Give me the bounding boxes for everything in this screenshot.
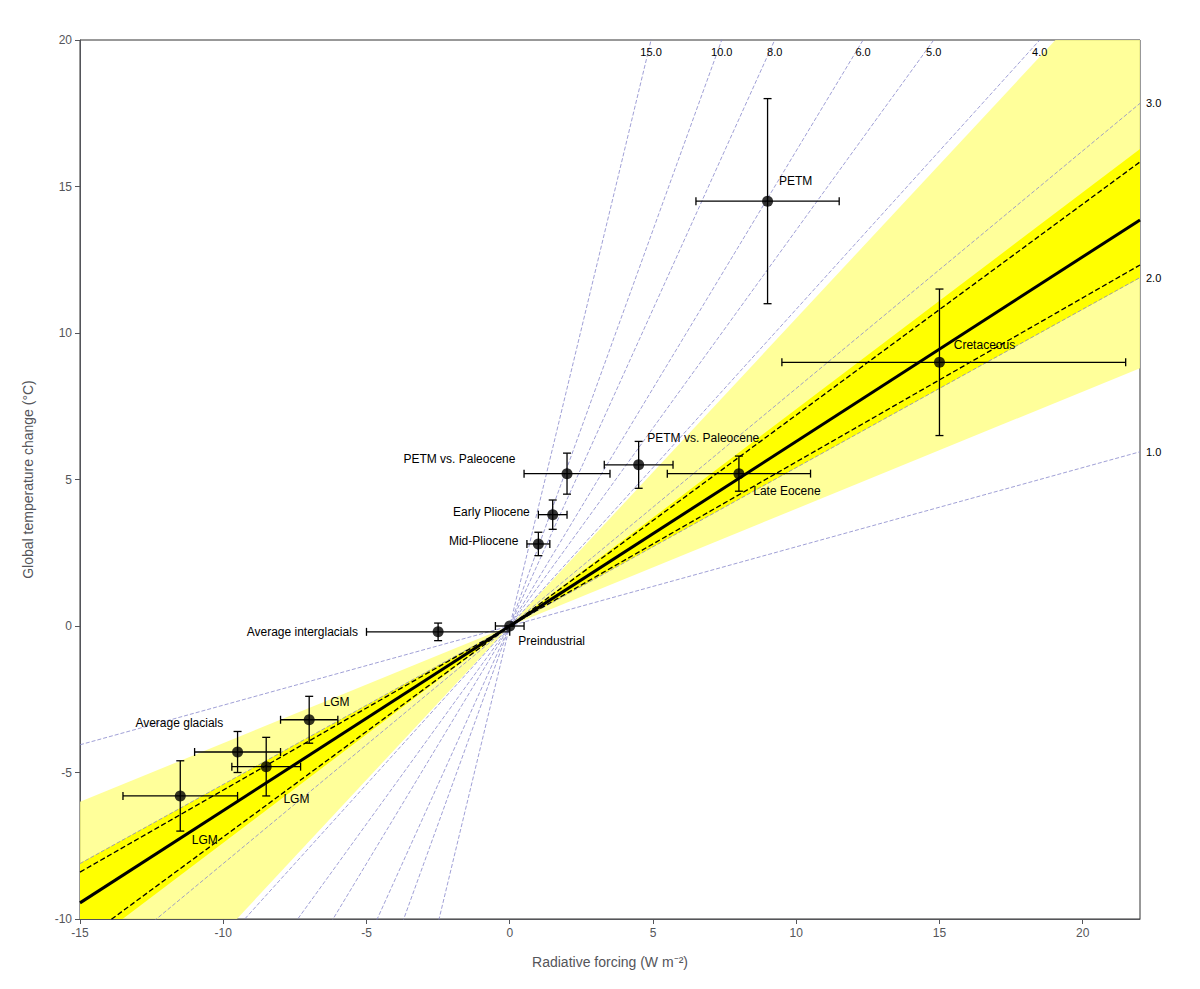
svg-text:10: 10 [59,326,73,340]
svg-text:Preindustrial: Preindustrial [518,634,585,648]
svg-text:Late Eocene: Late Eocene [753,484,821,498]
svg-text:5: 5 [650,926,657,940]
svg-text:15.0: 15.0 [640,46,661,58]
svg-text:20: 20 [59,33,73,47]
svg-text:1.0: 1.0 [1146,446,1161,458]
svg-text:LGM: LGM [324,695,350,709]
svg-text:-15: -15 [71,926,89,940]
svg-text:Mid-Pliocene: Mid-Pliocene [449,534,519,548]
svg-text:Cretaceous: Cretaceous [954,338,1015,352]
svg-text:2.0: 2.0 [1146,272,1161,284]
svg-text:-5: -5 [361,926,372,940]
svg-text:0: 0 [506,926,513,940]
svg-text:4.0: 4.0 [1032,46,1047,58]
svg-text:-10: -10 [215,926,233,940]
svg-text:3.0: 3.0 [1146,97,1161,109]
svg-text:LGM: LGM [192,833,218,847]
svg-text:5.0: 5.0 [926,46,941,58]
svg-text:5: 5 [65,473,72,487]
svg-text:8.0: 8.0 [767,46,782,58]
svg-text:Early Pliocene: Early Pliocene [453,505,530,519]
svg-text:0: 0 [65,619,72,633]
svg-text:Average interglacials: Average interglacials [247,625,358,639]
svg-text:LGM: LGM [283,792,309,806]
svg-text:-10: -10 [55,912,73,926]
svg-text:-5: -5 [61,766,72,780]
svg-text:10.0: 10.0 [711,46,732,58]
svg-text:PETM vs. Paleocene: PETM vs. Paleocene [647,431,759,445]
svg-text:Radiative forcing (W m⁻²): Radiative forcing (W m⁻²) [532,954,688,970]
svg-text:15: 15 [59,180,73,194]
svg-text:PETM vs. Paleocene: PETM vs. Paleocene [403,452,515,466]
svg-text:Global temperature change (°C): Global temperature change (°C) [20,380,36,579]
svg-text:10: 10 [790,926,804,940]
svg-text:15: 15 [933,926,947,940]
svg-text:PETM: PETM [779,174,812,188]
svg-text:Average glacials: Average glacials [135,716,223,730]
svg-text:20: 20 [1076,926,1090,940]
svg-text:6.0: 6.0 [855,46,870,58]
